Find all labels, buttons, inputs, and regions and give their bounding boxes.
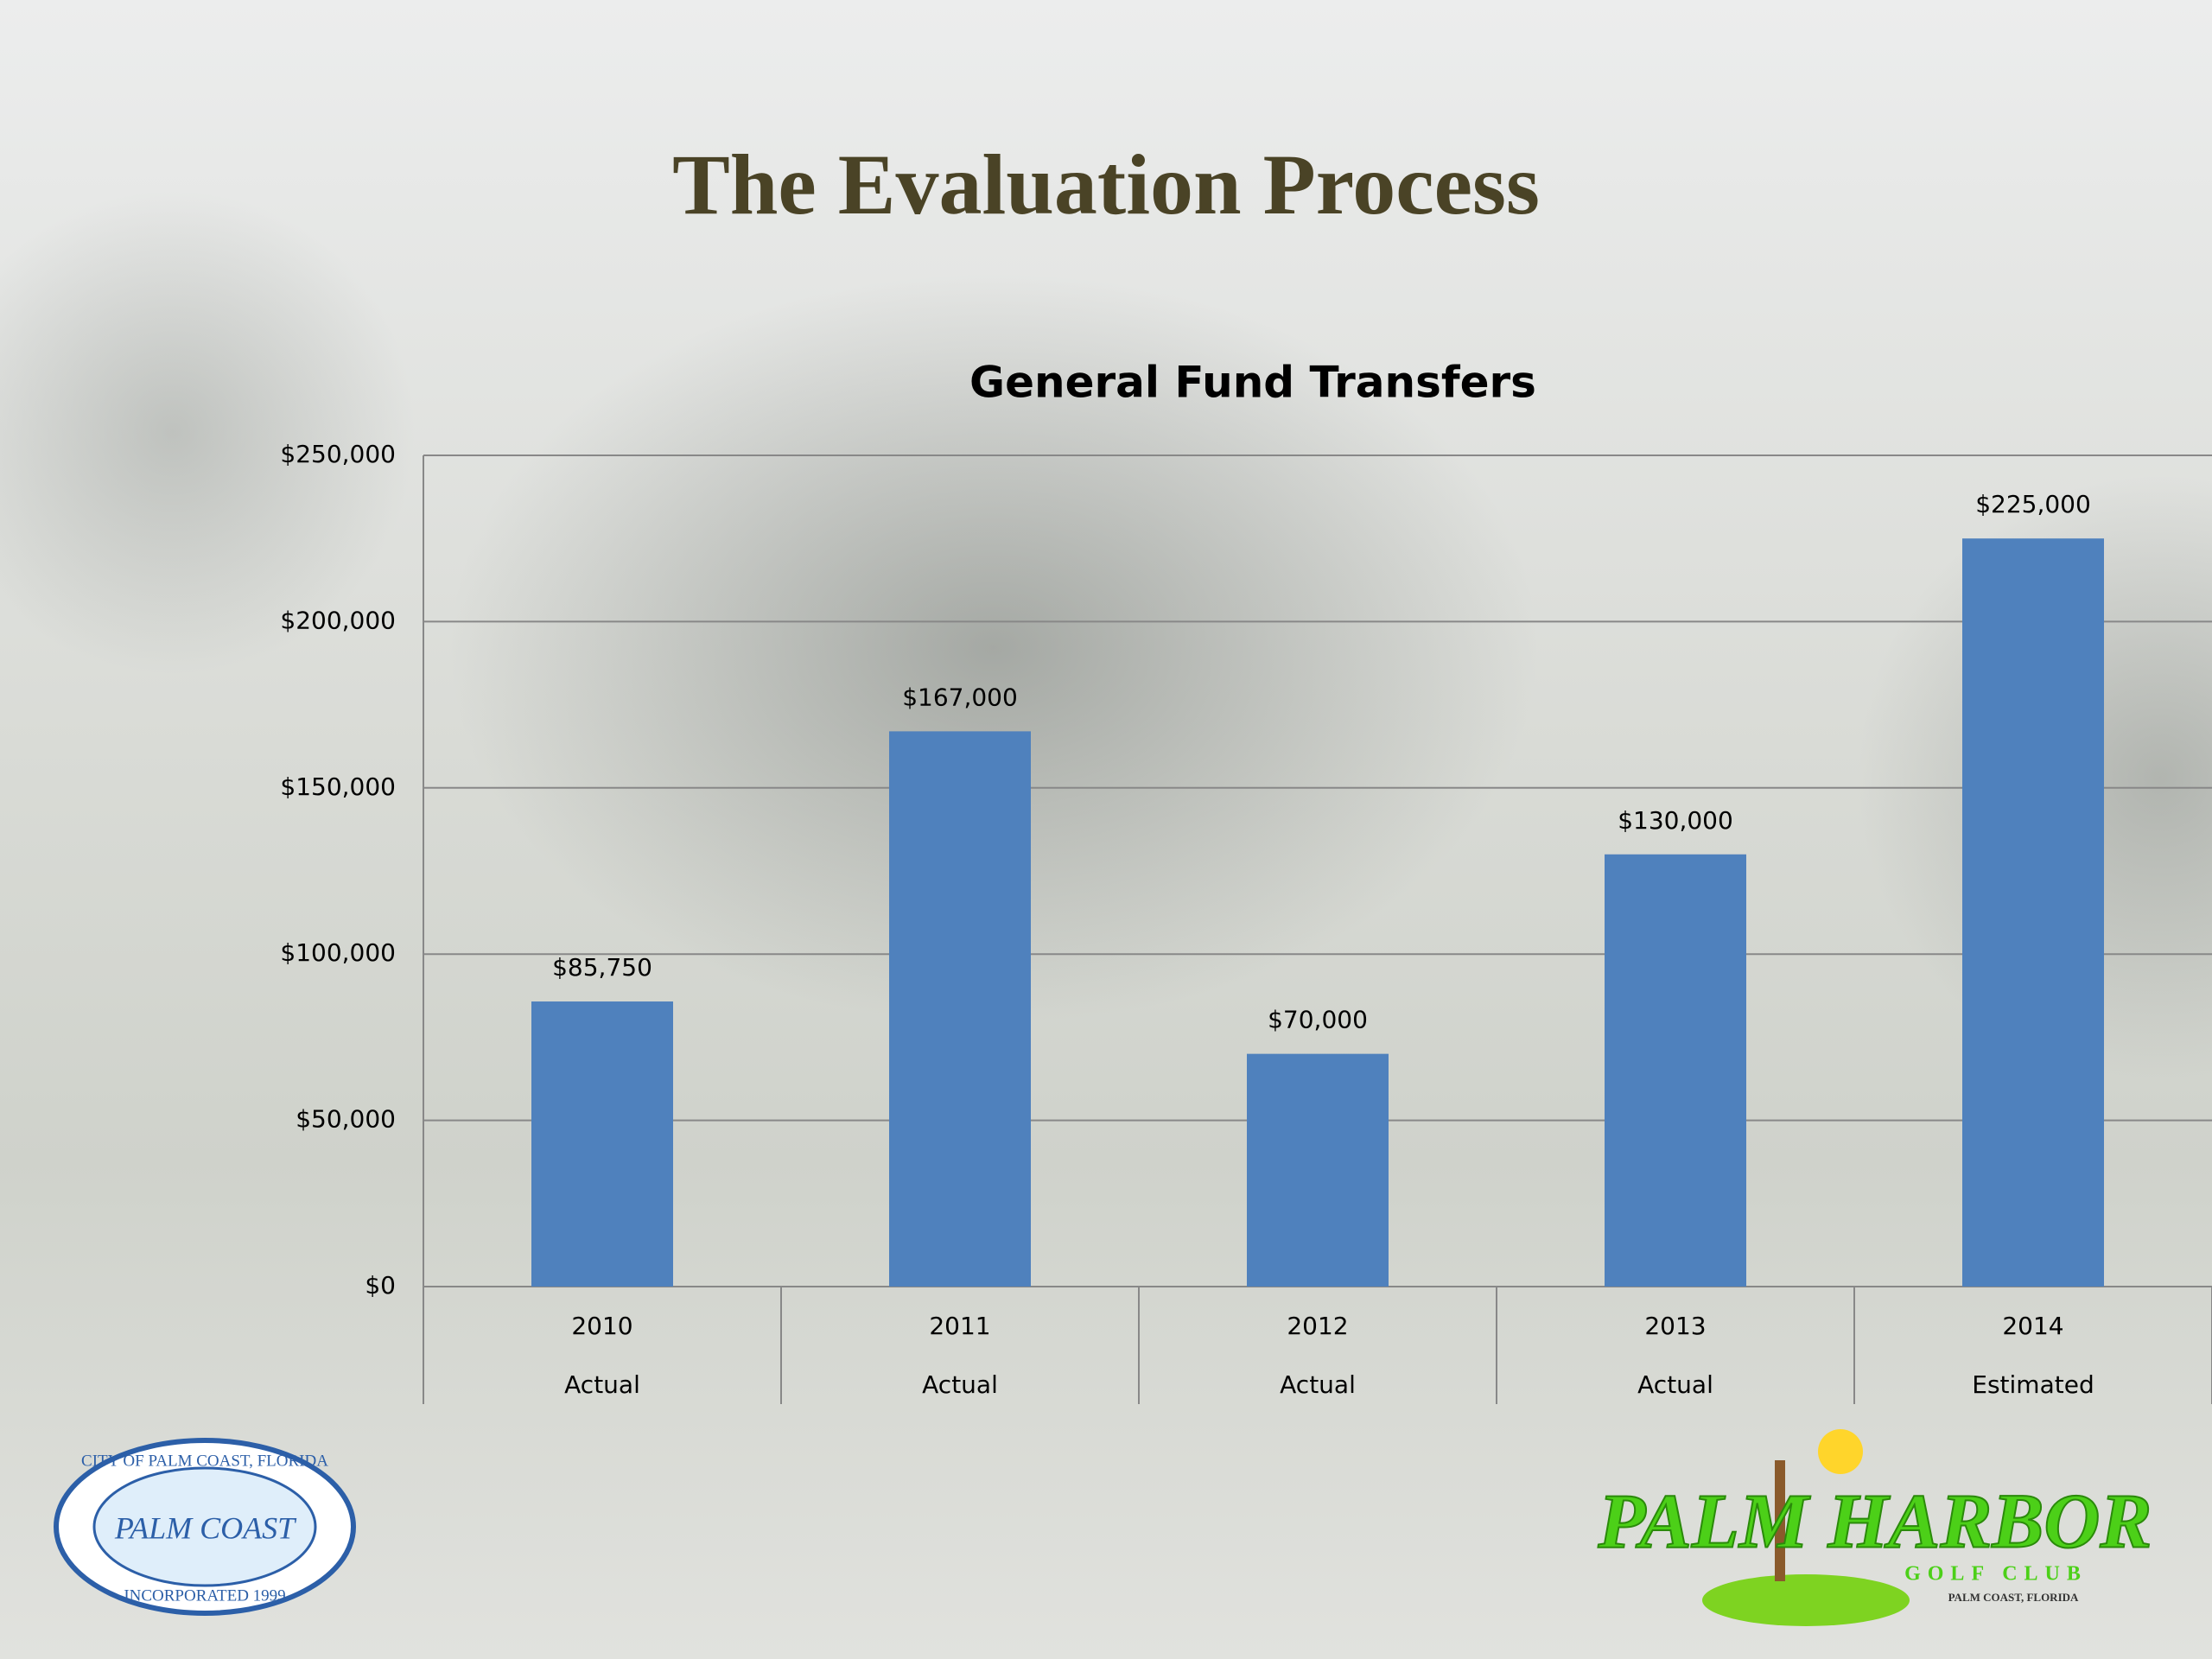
y-tick-label: $0 bbox=[365, 1271, 396, 1300]
bar bbox=[889, 731, 1031, 1287]
logo-inner bbox=[92, 1466, 317, 1587]
y-tick-label: $150,000 bbox=[280, 772, 396, 801]
x-tick-sublabel: Actual bbox=[1637, 1370, 1713, 1399]
x-tick-sublabel: Actual bbox=[922, 1370, 998, 1399]
logo-text: PALM COAST bbox=[114, 1510, 297, 1545]
data-label: $130,000 bbox=[1618, 806, 1733, 835]
x-tick-label: 2014 bbox=[2002, 1312, 2063, 1340]
x-tick-label: 2012 bbox=[1287, 1312, 1348, 1340]
slide-title: The Evaluation Process bbox=[672, 137, 1540, 232]
y-tick-label: $200,000 bbox=[280, 606, 396, 634]
logo-text: PALM HARBOR bbox=[1598, 1479, 2152, 1565]
logo-text: PALM COAST, FLORIDA bbox=[1948, 1591, 2079, 1604]
logo-green bbox=[1702, 1574, 1910, 1626]
x-tick-sublabel: Estimated bbox=[1972, 1370, 2094, 1399]
logo-sun bbox=[1818, 1429, 1863, 1474]
x-tick-sublabel: Actual bbox=[564, 1370, 640, 1399]
chart-title: General Fund Transfers bbox=[969, 358, 1536, 408]
data-label: $85,750 bbox=[552, 953, 652, 982]
data-label: $70,000 bbox=[1268, 1006, 1368, 1034]
y-tick-label: $100,000 bbox=[280, 938, 396, 967]
x-tick-label: 2011 bbox=[929, 1312, 990, 1340]
logo-left: CITY OF PALM COAST, FLORIDA PALM COAST I… bbox=[54, 1438, 356, 1616]
y-tick-label: $250,000 bbox=[280, 440, 396, 468]
y-tick-label: $50,000 bbox=[296, 1105, 396, 1134]
x-tick-label: 2010 bbox=[571, 1312, 632, 1340]
bar bbox=[1605, 854, 1746, 1287]
logo-right: PALM HARBOR GOLF CLUB PALM COAST, FLORID… bbox=[1597, 1429, 2152, 1626]
logo-text: GOLF CLUB bbox=[1904, 1563, 2088, 1586]
logo-text: INCORPORATED 1999 bbox=[124, 1586, 285, 1605]
bar bbox=[531, 1001, 673, 1287]
logo-text: CITY OF PALM COAST, FLORIDA bbox=[81, 1452, 328, 1470]
bar bbox=[1962, 538, 2104, 1287]
data-label: $167,000 bbox=[902, 683, 1018, 711]
bar bbox=[1247, 1053, 1389, 1287]
x-tick-label: 2013 bbox=[1644, 1312, 1706, 1340]
data-label: $225,000 bbox=[1975, 490, 2091, 518]
x-tick-sublabel: Actual bbox=[1280, 1370, 1356, 1399]
